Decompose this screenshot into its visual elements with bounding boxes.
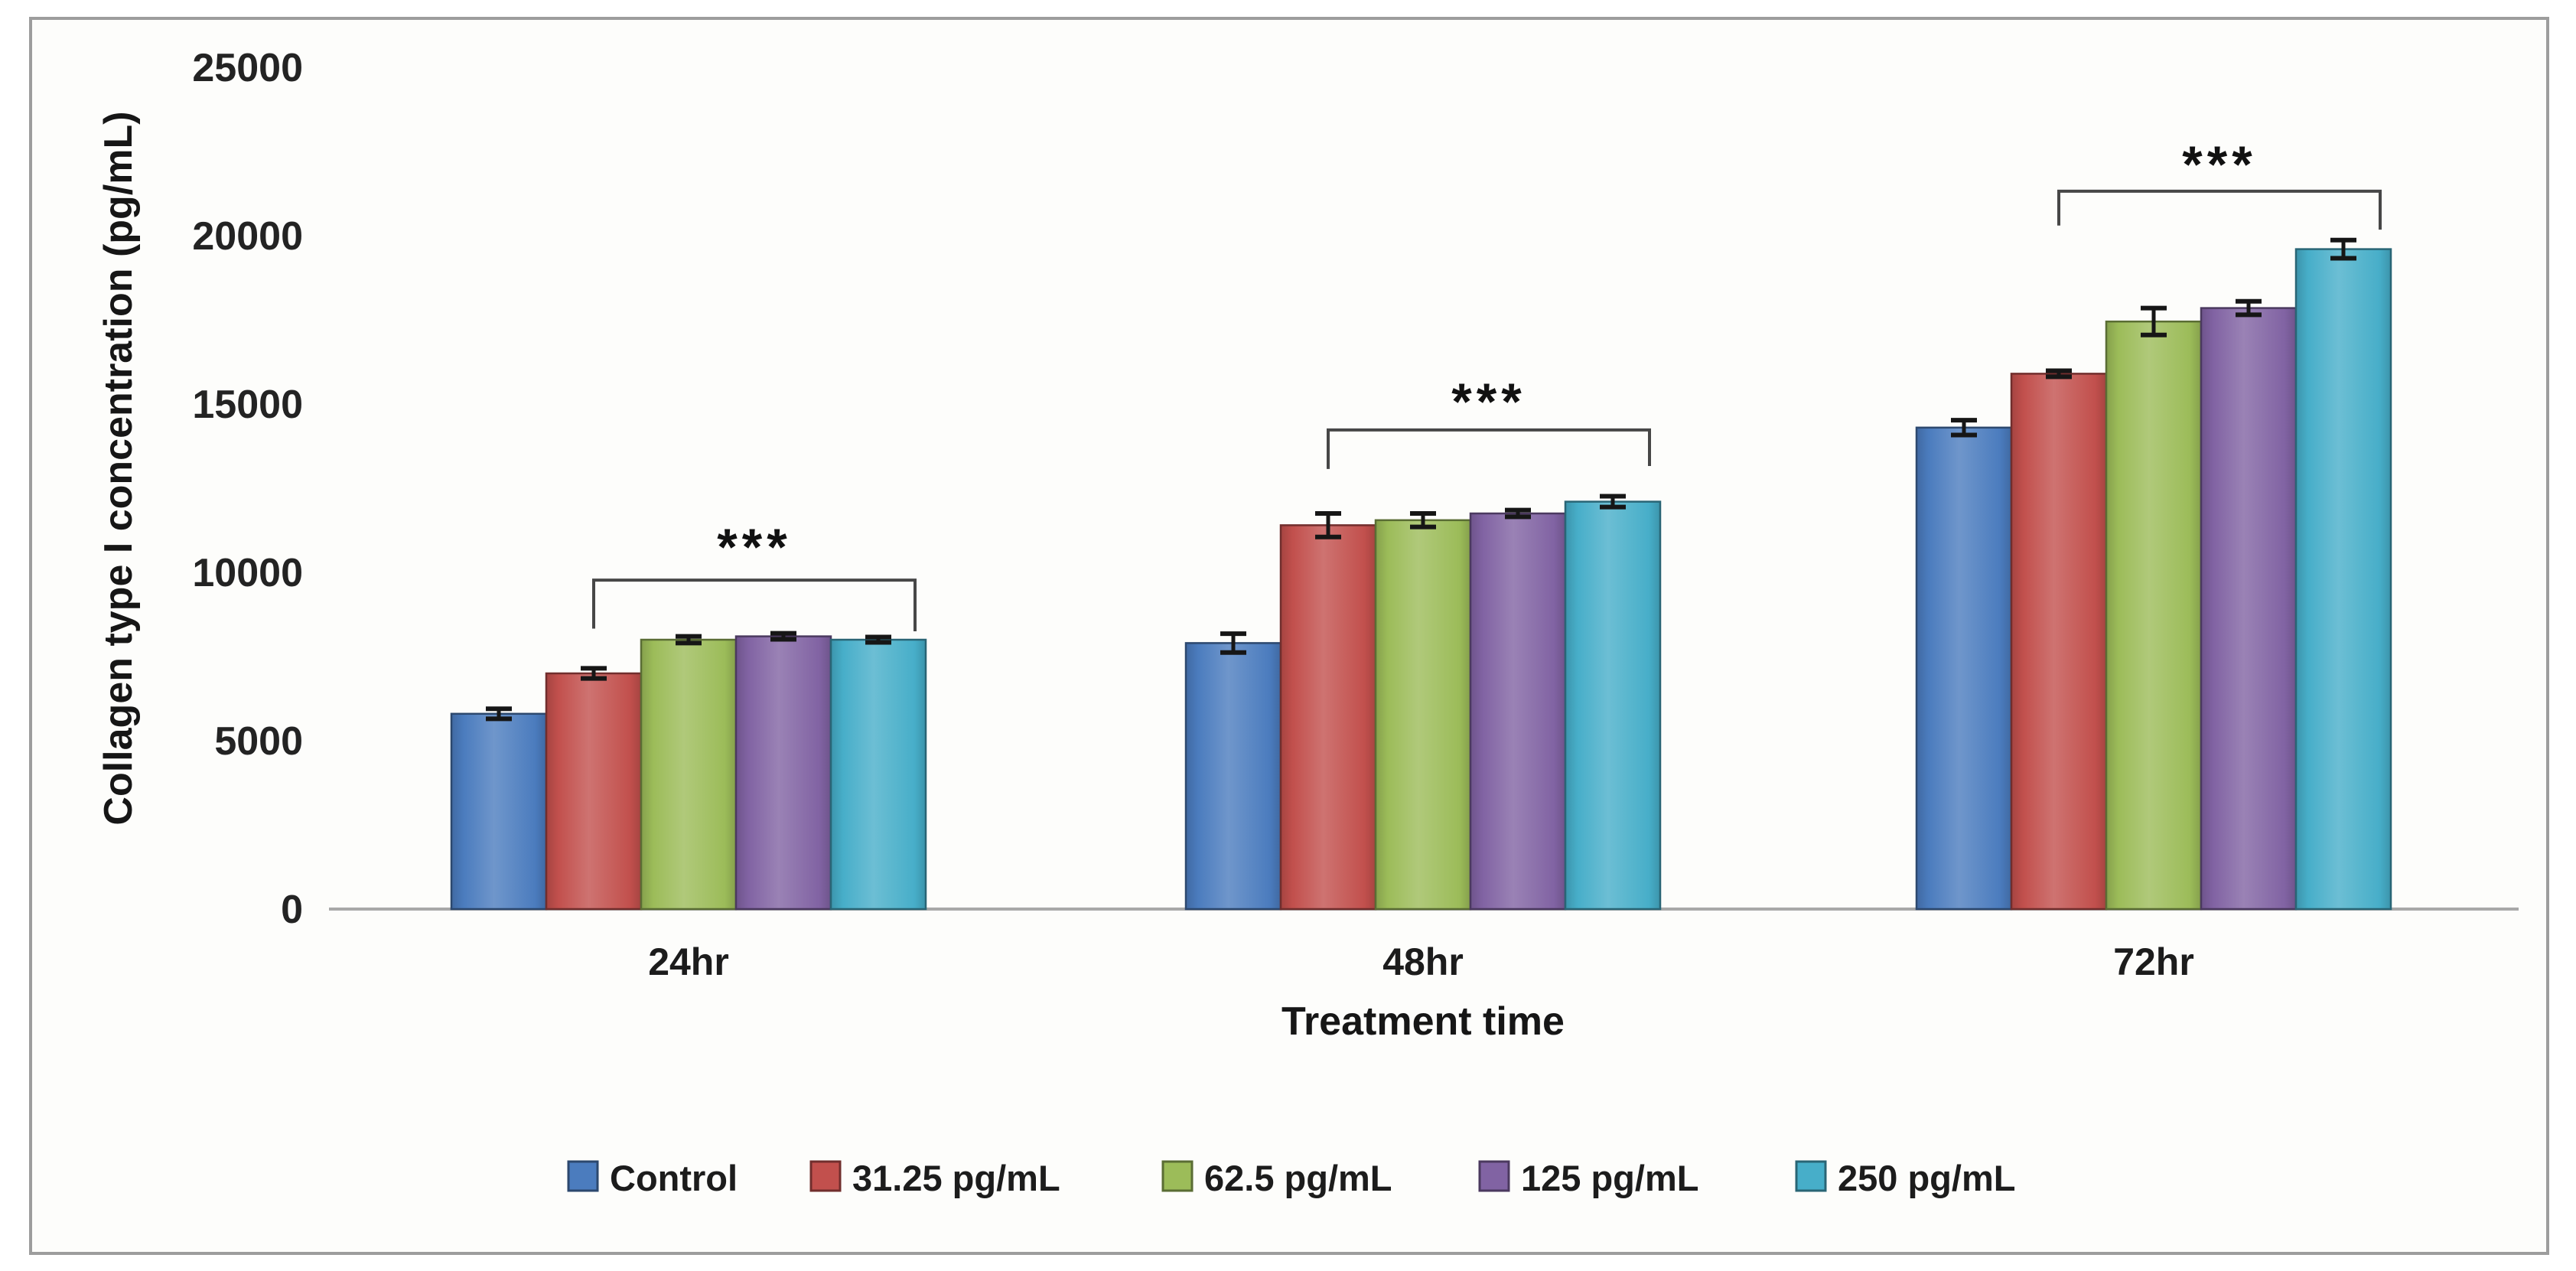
- bar-control-24hr: [450, 712, 548, 911]
- error-bar-250-pg-ml-72hr: [2330, 237, 2356, 261]
- bar-62-5-pg-ml-72hr: [2105, 320, 2203, 911]
- legend-swatch-31-25-pg-ml: [809, 1160, 842, 1192]
- y-tick-label-10000: 10000: [192, 551, 303, 595]
- legend-swatch-125-pg-ml: [1478, 1160, 1510, 1192]
- significance-bracket-48hr: ***: [1327, 373, 1651, 469]
- bar-250-pg-ml-72hr: [2294, 248, 2392, 911]
- legend-swatch-62-5-pg-ml: [1161, 1160, 1194, 1192]
- error-bar-125-pg-ml-48hr: [1505, 507, 1531, 520]
- x-tick-label-72hr: 72hr: [2113, 940, 2194, 983]
- legend-label-125-pg-ml: 125 pg/mL: [1521, 1158, 1698, 1198]
- bar-62-5-pg-ml-48hr: [1374, 519, 1472, 911]
- error-bar-31-25-pg-ml-48hr: [1315, 511, 1341, 539]
- bar-125-pg-ml-24hr: [734, 635, 832, 911]
- significance-label-48hr: ***: [1451, 373, 1526, 431]
- error-bar-125-pg-ml-24hr: [770, 631, 796, 642]
- error-bar-control-48hr: [1220, 631, 1246, 655]
- bar-250-pg-ml-48hr: [1564, 500, 1662, 911]
- error-bar-250-pg-ml-48hr: [1600, 494, 1626, 510]
- bar-31-25-pg-ml-72hr: [2010, 373, 2108, 911]
- error-bars-layer: [486, 237, 2356, 722]
- legend-label-control: Control: [610, 1158, 738, 1198]
- legend: Control 31.25 pg/mL 62.5 pg/mL 125 pg/mL 250…: [567, 1158, 2015, 1198]
- error-bar-62-5-pg-ml-72hr: [2141, 305, 2167, 337]
- x-axis-tick-labels: 24hr 48hr 72hr: [648, 940, 2194, 983]
- significance-layer: *** *** ***: [592, 135, 2382, 631]
- error-bar-250-pg-ml-24hr: [865, 634, 891, 645]
- bar-31-25-pg-ml-24hr: [545, 672, 643, 911]
- bar-31-25-pg-ml-48hr: [1279, 524, 1377, 911]
- bar-control-48hr: [1184, 642, 1282, 911]
- legend-item-62-5-pg-ml: 62.5 pg/mL: [1161, 1158, 1392, 1198]
- significance-bracket-72hr: ***: [2057, 135, 2382, 230]
- error-bar-control-72hr: [1951, 418, 1977, 438]
- legend-label-31-25-pg-ml: 31.25 pg/mL: [852, 1158, 1060, 1198]
- x-tick-label-48hr: 48hr: [1382, 940, 1464, 983]
- y-tick-label-0: 0: [281, 888, 303, 932]
- significance-label-72hr: ***: [2182, 135, 2256, 194]
- bar-125-pg-ml-48hr: [1469, 512, 1567, 911]
- legend-swatch-250-pg-ml: [1795, 1160, 1827, 1192]
- legend-item-31-25-pg-ml: 31.25 pg/mL: [809, 1158, 1060, 1198]
- x-axis-title: Treatment time: [1281, 999, 1565, 1044]
- bars-layer: [450, 248, 2392, 911]
- bar-250-pg-ml-24hr: [829, 638, 927, 911]
- error-bar-control-24hr: [486, 706, 512, 722]
- y-tick-label-5000: 5000: [214, 719, 303, 764]
- error-bar-62-5-pg-ml-48hr: [1410, 511, 1436, 530]
- y-tick-label-20000: 20000: [192, 214, 303, 259]
- y-tick-label-25000: 25000: [192, 46, 303, 90]
- significance-bracket-24hr: ***: [592, 518, 917, 631]
- error-bar-62-5-pg-ml-24hr: [676, 634, 702, 646]
- legend-item-250-pg-ml: 250 pg/mL: [1795, 1158, 2015, 1198]
- legend-item-125-pg-ml: 125 pg/mL: [1478, 1158, 1698, 1198]
- legend-label-62-5-pg-ml: 62.5 pg/mL: [1204, 1158, 1392, 1198]
- y-axis-title: Collagen type I concentration (pg/mL): [96, 111, 141, 825]
- bar-control-72hr: [1915, 426, 2013, 911]
- legend-swatch-control: [567, 1160, 599, 1192]
- bar-62-5-pg-ml-24hr: [640, 638, 738, 911]
- legend-item-control: Control: [567, 1158, 738, 1198]
- error-bar-31-25-pg-ml-24hr: [581, 666, 607, 681]
- error-bar-125-pg-ml-72hr: [2236, 298, 2262, 318]
- y-tick-label-15000: 15000: [192, 383, 303, 427]
- significance-label-24hr: ***: [717, 518, 791, 576]
- y-axis-tick-labels: 0 5000 10000 15000 20000 25000: [192, 46, 303, 932]
- legend-label-250-pg-ml: 250 pg/mL: [1838, 1158, 2015, 1198]
- error-bar-31-25-pg-ml-72hr: [2046, 368, 2072, 380]
- x-tick-label-24hr: 24hr: [648, 940, 729, 983]
- bar-125-pg-ml-72hr: [2200, 307, 2298, 911]
